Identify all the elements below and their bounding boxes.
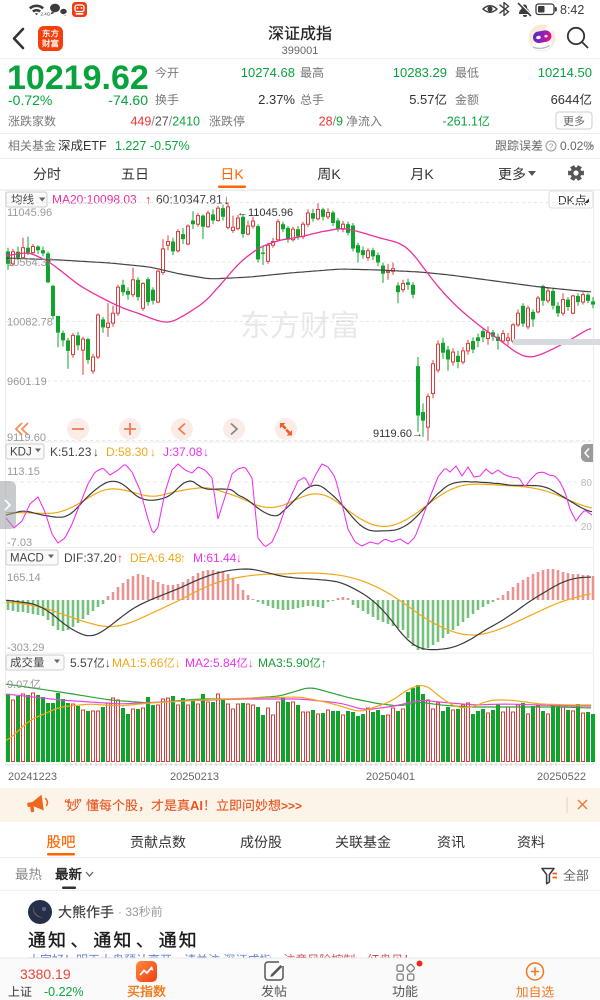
svg-text:MA20:10098.03: MA20:10098.03 <box>52 193 137 207</box>
svg-text:20250522: 20250522 <box>537 771 586 783</box>
svg-text:/: / <box>333 115 337 129</box>
svg-text:2410: 2410 <box>172 115 200 129</box>
svg-text:20250401: 20250401 <box>366 771 415 783</box>
svg-text:J:37.08: J:37.08 <box>163 445 203 459</box>
svg-text:10564.37: 10564.37 <box>7 257 53 269</box>
svg-text:DEA:6.48: DEA:6.48 <box>130 551 182 565</box>
svg-text:K: K <box>234 166 244 182</box>
svg-text:AI: AI <box>190 798 203 813</box>
svg-text:·: · <box>118 905 122 919</box>
svg-text:3380.19: 3380.19 <box>20 966 71 982</box>
svg-text:↑: ↑ <box>145 192 152 207</box>
svg-text:/: / <box>151 115 155 129</box>
svg-text:↑: ↑ <box>117 551 123 565</box>
svg-text:ETF: ETF <box>83 139 107 153</box>
svg-text:M:61.44: M:61.44 <box>193 551 237 565</box>
svg-text:>>>: >>> <box>281 799 302 813</box>
svg-text:20250213: 20250213 <box>170 771 219 783</box>
svg-text:↑: ↑ <box>180 551 186 565</box>
svg-text:MA1:5.66: MA1:5.66 <box>112 656 164 670</box>
svg-text:←11045.96: ←11045.96 <box>237 207 293 219</box>
svg-text:MA3:5.90: MA3:5.90 <box>258 656 310 670</box>
svg-text:-261.1: -261.1 <box>443 115 478 129</box>
svg-text:6644: 6644 <box>551 92 580 107</box>
svg-text:↓: ↓ <box>223 192 230 207</box>
svg-text:↓: ↓ <box>93 445 99 459</box>
svg-text:-74.60: -74.60 <box>108 92 148 108</box>
svg-text:↓: ↓ <box>203 445 209 459</box>
svg-text:9: 9 <box>336 115 343 129</box>
svg-text:1.227: 1.227 <box>115 139 146 153</box>
svg-text:-0.72%: -0.72% <box>8 92 52 108</box>
svg-text:449: 449 <box>130 115 151 129</box>
svg-text:↓: ↓ <box>150 445 156 459</box>
svg-text:2.37%: 2.37% <box>258 92 295 107</box>
svg-text:0.02%: 0.02% <box>560 139 594 153</box>
svg-text:K: K <box>424 166 434 182</box>
svg-text:20: 20 <box>581 522 593 533</box>
svg-text:11045.96: 11045.96 <box>7 207 52 219</box>
svg-text:9601.19: 9601.19 <box>7 376 47 388</box>
svg-text:9119.60: 9119.60 <box>7 432 46 444</box>
svg-text:MA2:5.84: MA2:5.84 <box>185 656 237 670</box>
svg-text:80: 80 <box>581 478 593 489</box>
svg-text:DK: DK <box>558 194 575 208</box>
svg-text:5.57: 5.57 <box>409 92 434 107</box>
svg-text:K: K <box>331 166 341 182</box>
svg-text:D:58.30: D:58.30 <box>106 445 148 459</box>
svg-text:27: 27 <box>155 115 169 129</box>
svg-text:9119.60→: 9119.60→ <box>373 428 423 440</box>
svg-text:20241223: 20241223 <box>8 771 57 783</box>
svg-text:2.4G: 2.4G <box>41 12 51 17</box>
svg-text:-0.22%: -0.22% <box>44 985 84 999</box>
svg-text:/: / <box>169 115 173 129</box>
svg-text:8:42: 8:42 <box>560 3 584 17</box>
svg-text:?: ? <box>549 143 554 152</box>
svg-text:KDJ: KDJ <box>10 447 32 459</box>
svg-text:10219.62: 10219.62 <box>7 59 149 97</box>
svg-text:33: 33 <box>125 905 139 919</box>
svg-text:↓: ↓ <box>236 551 242 565</box>
svg-text:10274.68: 10274.68 <box>241 65 295 80</box>
svg-text:↑: ↑ <box>321 656 327 670</box>
svg-text:↓: ↓ <box>105 656 111 670</box>
svg-text:113.15: 113.15 <box>7 466 40 478</box>
svg-text:10082.78: 10082.78 <box>7 317 53 329</box>
svg-text:-7.03: -7.03 <box>7 537 32 549</box>
svg-text:399001: 399001 <box>282 45 319 57</box>
svg-text:-0.57%: -0.57% <box>150 139 190 153</box>
svg-text:DIF:37.20: DIF:37.20 <box>64 551 117 565</box>
svg-text:28: 28 <box>319 115 333 129</box>
svg-text:9.07: 9.07 <box>7 679 28 691</box>
svg-text:10214.50: 10214.50 <box>538 65 592 80</box>
svg-text:10283.29: 10283.29 <box>393 65 447 80</box>
svg-text:↓: ↓ <box>248 656 254 670</box>
svg-text:60:10347.81: 60:10347.81 <box>156 193 223 207</box>
svg-text:165.14: 165.14 <box>7 572 41 584</box>
svg-text:5.57: 5.57 <box>70 656 94 670</box>
svg-text:MACD: MACD <box>10 553 44 565</box>
svg-text:K:51.23: K:51.23 <box>50 445 92 459</box>
svg-text:↓: ↓ <box>175 656 181 670</box>
svg-text:-303.29: -303.29 <box>7 642 44 654</box>
